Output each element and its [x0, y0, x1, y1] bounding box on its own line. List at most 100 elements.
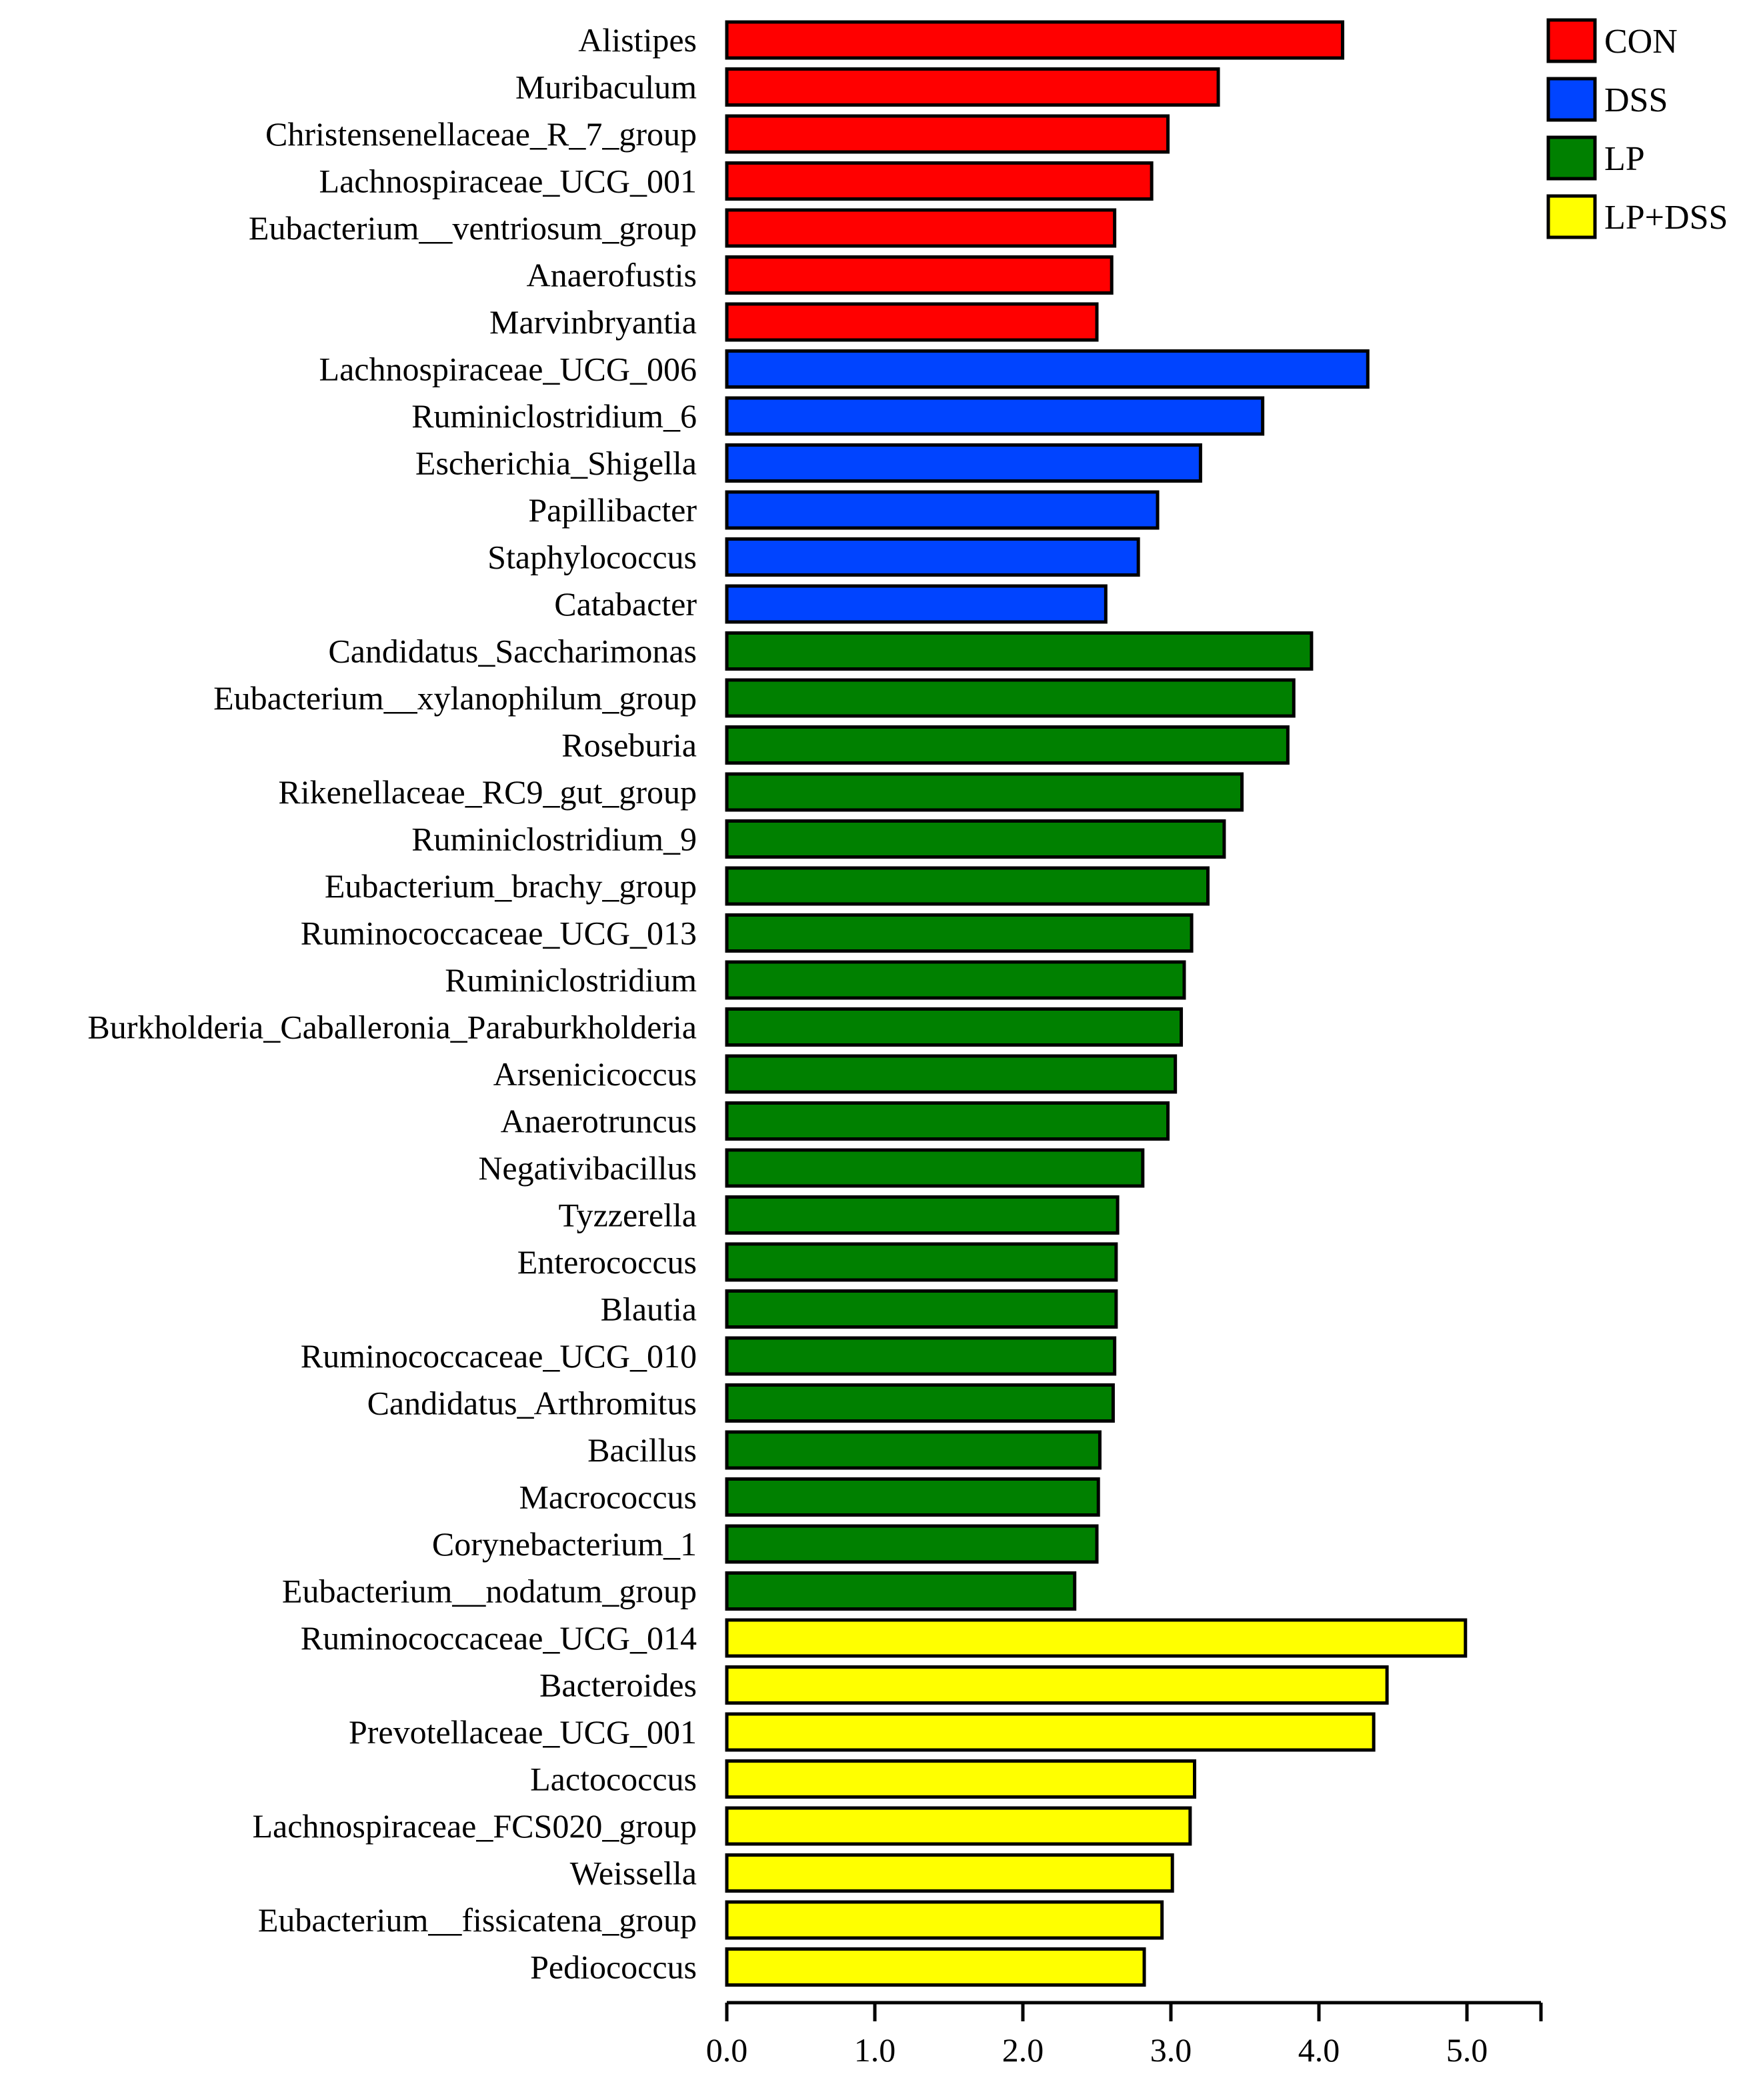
bar-catabacter	[725, 584, 1108, 624]
category-label: Muribaculum	[515, 69, 697, 106]
legend-swatch-con	[1546, 18, 1597, 63]
bar-anaerofustis	[725, 255, 1114, 295]
x-tick-label: 4.0	[1298, 2031, 1340, 2069]
x-tick-label: 1.0	[854, 2031, 896, 2069]
bar-bacteroides	[725, 1665, 1389, 1705]
category-label: Ruminiclostridium_9	[411, 821, 697, 858]
bar-pediococcus	[725, 1947, 1146, 1987]
category-label: Escherichia_Shigella	[415, 445, 697, 482]
legend-swatch-dss	[1546, 77, 1597, 122]
bar-papillibacter	[725, 490, 1160, 530]
category-label: Anaerotruncus	[501, 1103, 697, 1140]
x-axis: 0.0 1.0 2.0 3.0 4.0 5.0	[706, 2001, 1543, 2069]
bar-lachnospiraceae-ucg-006	[725, 349, 1370, 389]
category-label: Christensenellaceae_R_7_group	[265, 115, 697, 153]
category-label: Negativibacillus	[478, 1149, 697, 1187]
bar-staphylococcus	[725, 537, 1140, 577]
category-label: Bacillus	[587, 1431, 697, 1469]
bar-negativibacillus	[725, 1148, 1145, 1188]
bar-ruminococcaceae-ucg-013	[725, 913, 1194, 953]
bar-bacillus	[725, 1430, 1102, 1470]
category-label: Bacteroides	[539, 1667, 697, 1704]
bar-macrococcus	[725, 1477, 1100, 1517]
category-label: Ruminiclostridium	[445, 961, 697, 999]
bar-tyzzerella	[725, 1195, 1120, 1235]
category-label: Corynebacterium_1	[432, 1525, 697, 1563]
x-tick-label: 2.0	[1002, 2031, 1044, 2069]
category-label: Candidatus_Arthromitus	[367, 1385, 697, 1422]
category-label: Weissella	[570, 1855, 697, 1892]
category-label: Blautia	[601, 1291, 697, 1328]
category-label: Burkholderia_Caballeronia_Paraburkholder…	[87, 1009, 697, 1046]
category-label: Rikenellaceae_RC9_gut_group	[278, 773, 697, 811]
category-label: Tyzzerella	[559, 1197, 697, 1234]
bar-rikenellaceae-rc9-gut-group	[725, 772, 1244, 812]
category-label: Eubacterium__fissicatena_group	[258, 1901, 697, 1939]
x-tick-label: 3.0	[1150, 2031, 1192, 2069]
category-label: Prevotellaceae_UCG_001	[349, 1713, 697, 1751]
category-label: Lachnospiraceae_UCG_001	[319, 163, 697, 200]
category-label: Anaerofustis	[527, 257, 697, 294]
bar-muribaculum	[725, 67, 1220, 107]
legend-swatch-lp	[1546, 135, 1597, 181]
bar-eubacterium-brachy-group	[725, 866, 1210, 906]
bar-ruminiclostridium-9	[725, 819, 1226, 859]
bar-escherichia-shigella	[725, 443, 1202, 483]
category-label: Eubacterium_brachy_group	[325, 867, 697, 905]
bar-anaerotruncus	[725, 1101, 1170, 1141]
bar-ruminococcaceae-ucg-014	[725, 1618, 1468, 1658]
legend: CON DSS LP LP+DSS	[1546, 18, 1728, 239]
category-label: Ruminiclostridium_6	[411, 397, 697, 435]
bar-eubacterium-fissicatena-group	[725, 1900, 1164, 1940]
bar-weissella	[725, 1853, 1174, 1893]
legend-label: CON	[1604, 23, 1678, 61]
bar-lachnospiraceae-fcs020-group	[725, 1806, 1192, 1846]
category-label: Eubacterium__xylanophilum_group	[213, 679, 697, 717]
category-label: Catabacter	[554, 585, 697, 623]
x-tick-label: 5.0	[1446, 2031, 1488, 2069]
bar-eubacterium-ventriosum-group	[725, 208, 1117, 248]
bar-lachnospiraceae-ucg-001	[725, 161, 1154, 201]
bar-christensenellaceae-r-7-group	[725, 114, 1170, 154]
category-label: Enterococcus	[517, 1243, 697, 1281]
bars	[725, 20, 1468, 1987]
bar-enterococcus	[725, 1242, 1118, 1282]
bar-candidatus-saccharimonas	[725, 631, 1314, 671]
legend-swatch-lp-dss	[1546, 194, 1597, 239]
bar-corynebacterium-1	[725, 1524, 1099, 1564]
bar-ruminiclostridium	[725, 960, 1186, 1000]
category-label: Pediococcus	[530, 1949, 697, 1986]
bar-marvinbryantia	[725, 302, 1099, 342]
category-label: Eubacterium__ventriosum_group	[249, 209, 697, 247]
category-label: Alistipes	[578, 21, 697, 59]
category-label: Lactococcus	[530, 1761, 697, 1798]
bar-alistipes	[725, 20, 1345, 60]
category-label: Lachnospiraceae_FCS020_group	[252, 1807, 697, 1845]
category-label: Lachnospiraceae_UCG_006	[319, 351, 697, 388]
bar-arsenicicoccus	[725, 1054, 1178, 1094]
category-label: Staphylococcus	[487, 539, 697, 576]
x-tick-label: 0.0	[706, 2031, 748, 2069]
category-label: Arsenicicoccus	[493, 1055, 697, 1093]
category-labels: Alistipes Muribaculum Christensenellaceae_…	[87, 21, 697, 1986]
legend-label: LP	[1604, 140, 1645, 178]
bar-prevotellaceae-ucg-001	[725, 1712, 1376, 1752]
bar-lactococcus	[725, 1759, 1197, 1799]
category-label: Ruminococcaceae_UCG_013	[301, 915, 697, 952]
legend-label: DSS	[1604, 81, 1668, 119]
bar-candidatus-arthromitus	[725, 1383, 1115, 1423]
category-label: Macrococcus	[519, 1479, 697, 1516]
bar-ruminiclostridium-6	[725, 396, 1265, 436]
bar-roseburia	[725, 725, 1290, 765]
category-label: Roseburia	[561, 727, 697, 764]
category-label: Candidatus_Saccharimonas	[328, 633, 697, 670]
category-label: Ruminococcaceae_UCG_010	[301, 1337, 697, 1375]
category-label: Eubacterium__nodatum_group	[282, 1573, 697, 1610]
bar-ruminococcaceae-ucg-010	[725, 1336, 1117, 1376]
bar-burkholderia-caballeronia-paraburkholderia	[725, 1007, 1184, 1047]
category-label: Marvinbryantia	[489, 303, 697, 341]
category-label: Papillibacter	[528, 491, 697, 529]
bar-blautia	[725, 1289, 1118, 1329]
legend-label: LP+DSS	[1604, 199, 1728, 237]
